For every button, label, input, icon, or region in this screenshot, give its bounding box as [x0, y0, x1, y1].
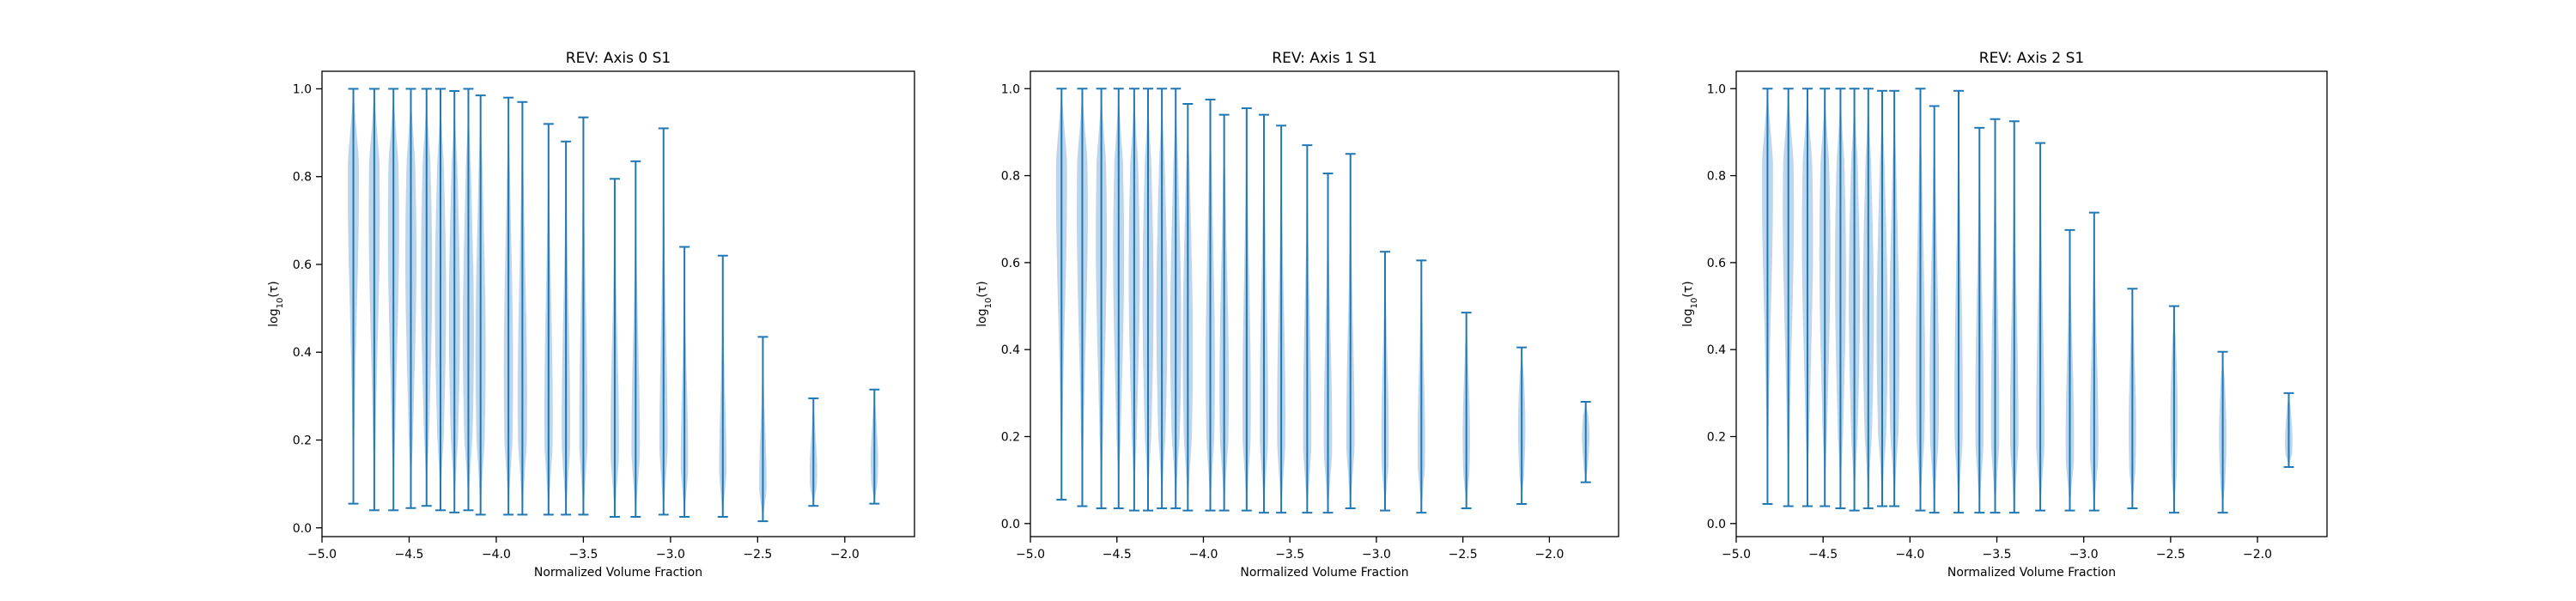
y-axis-label: log10(τ)	[267, 281, 285, 326]
x-axis-label: Normalized Volume Fraction	[1240, 566, 1408, 580]
x-tick-label: −2.0	[1534, 548, 1564, 562]
plot-frame	[1030, 70, 1619, 537]
chart-panel-axis-2: −5.0 −4.5 −4.0 −3.5 −3.0 −2.5 −2.0 0.0 0.2 0.4 0.6…	[1681, 50, 2328, 580]
x-tick-label: −4.0	[1188, 548, 1218, 562]
chart-panel-axis-1: −5.0 −4.5 −4.0 −3.5 −3.0 −2.5 −2.0 0.0 0.2 0.4 0.6…	[975, 50, 1619, 580]
x-tick-label: −4.0	[1895, 548, 1924, 562]
x-tick-label: −3.5	[1983, 548, 2012, 562]
x-tick-label: −3.5	[1275, 548, 1304, 562]
x-tick-label: −3.0	[656, 548, 685, 562]
x-tick-label: −3.5	[568, 548, 598, 562]
chart-title: REV: Axis 1 S1	[1272, 50, 1376, 67]
y-tick-label: 0.6	[293, 258, 312, 272]
y-tick-label: 0.2	[293, 434, 312, 448]
x-tick-label: −5.0	[307, 548, 337, 562]
y-tick-label: 0.0	[1001, 518, 1020, 531]
plot-frame	[1735, 70, 2328, 537]
chart-title: REV: Axis 0 S1	[566, 50, 671, 67]
x-tick-label: −3.0	[1362, 548, 1391, 562]
x-axis-label: Normalized Volume Fraction	[534, 566, 702, 580]
y-tick-label: 0.6	[1707, 257, 1726, 270]
x-tick-label: −4.5	[394, 548, 423, 562]
x-tick-label: −4.5	[1808, 548, 1838, 562]
y-tick-label: 0.4	[293, 346, 312, 360]
violins	[1762, 88, 2294, 514]
y-axis-label: log10(τ)	[1681, 281, 1699, 326]
x-tick-label: −4.5	[1103, 548, 1132, 562]
y-tick-label: 0.4	[1001, 343, 1020, 357]
y-tick-label: 0.8	[293, 171, 312, 185]
y-tick-label: 0.2	[1707, 430, 1726, 444]
y-tick-label: 0.0	[293, 522, 312, 536]
x-tick-label: −2.0	[2243, 548, 2272, 562]
x-tick-label: −5.0	[1722, 548, 1751, 562]
y-tick-label: 0.0	[1707, 518, 1726, 531]
x-axis-label: Normalized Volume Fraction	[1947, 566, 2116, 580]
y-axis-label: log10(τ)	[975, 281, 993, 326]
violins	[348, 88, 880, 523]
chart-panel-axis-0: −5.0 −4.5 −4.0 −3.5 −3.0 −2.5 −2.0 0.0 0.2 0.4 0.6…	[267, 50, 915, 580]
plot-frame	[321, 70, 915, 537]
x-tick-label: −5.0	[1016, 548, 1045, 562]
y-tick-label: 0.2	[1001, 430, 1020, 444]
y-tick-label: 1.0	[1001, 82, 1020, 96]
y-tick-label: 0.4	[1707, 343, 1726, 357]
x-tick-label: −2.5	[2156, 548, 2185, 562]
y-tick-label: 1.0	[293, 82, 312, 96]
x-tick-label: −3.0	[2069, 548, 2099, 562]
x-tick-label: −4.0	[482, 548, 511, 562]
chart-title: REV: Axis 2 S1	[1979, 50, 2084, 67]
x-tick-label: −2.5	[1449, 548, 1478, 562]
y-tick-label: 0.6	[1001, 257, 1020, 270]
x-tick-label: −2.0	[830, 548, 860, 562]
violins	[1055, 88, 1591, 514]
y-tick-label: 1.0	[1707, 82, 1726, 96]
y-tick-label: 0.8	[1707, 170, 1726, 184]
y-tick-label: 0.8	[1001, 170, 1020, 184]
x-tick-label: −2.5	[743, 548, 772, 562]
